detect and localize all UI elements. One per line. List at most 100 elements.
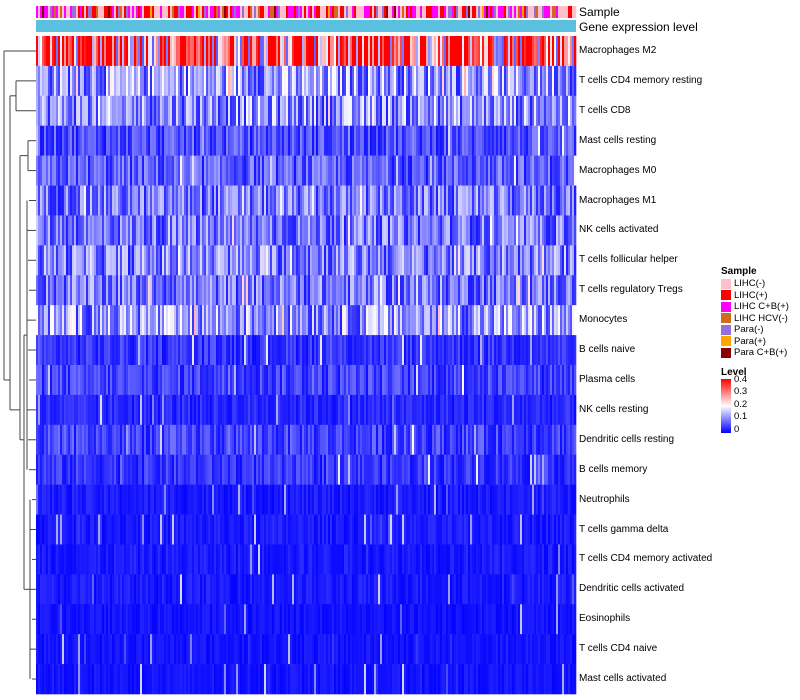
heatmap-cell: [352, 36, 355, 67]
heatmap-cell: [134, 305, 137, 336]
heatmap-cell: [216, 305, 219, 336]
heatmap-cell: [202, 125, 205, 156]
heatmap-cell: [396, 245, 399, 276]
heatmap-cell: [422, 65, 425, 97]
heatmap-cell: [406, 484, 409, 515]
heatmap-cell: [182, 394, 185, 426]
heatmap-cell: [492, 245, 495, 276]
heatmap-cell: [568, 185, 571, 216]
heatmap-cell: [180, 484, 183, 515]
heatmap-cell: [364, 215, 367, 246]
heatmap-cell: [332, 514, 335, 545]
heatmap-cell: [304, 245, 307, 276]
heatmap-cell: [510, 245, 513, 276]
heatmap-cell: [270, 155, 273, 186]
heatmap-cell: [496, 215, 499, 246]
heatmap-cell: [216, 65, 219, 97]
heatmap-cell: [410, 245, 413, 276]
heatmap-cell: [564, 365, 567, 396]
heatmap-cell: [516, 424, 519, 456]
heatmap-cell: [156, 155, 159, 186]
heatmap-cell: [542, 454, 545, 485]
heatmap-cell: [448, 484, 451, 515]
heatmap-cell: [134, 36, 137, 67]
heatmap-cell: [466, 305, 469, 336]
heatmap-cell: [512, 365, 515, 396]
heatmap-cell: [308, 394, 311, 426]
heatmap-cell: [132, 514, 135, 545]
heatmap-cell: [256, 215, 259, 246]
heatmap-cell: [418, 305, 421, 336]
heatmap-cell: [236, 544, 239, 575]
heatmap-cell: [360, 36, 363, 67]
heatmap-cell: [268, 275, 271, 306]
heatmap-cell: [506, 454, 509, 485]
sample-cell: [522, 6, 525, 18]
heatmap-cell: [58, 305, 61, 336]
heatmap-cell: [274, 544, 277, 575]
heatmap-cell: [342, 245, 345, 276]
heatmap-cell: [438, 335, 441, 366]
heatmap-cell: [530, 484, 533, 515]
heatmap-cell: [424, 65, 427, 97]
heatmap-cell: [262, 335, 265, 366]
heatmap-cell: [424, 275, 427, 306]
sample-cell: [398, 6, 401, 18]
heatmap-cell: [308, 335, 311, 366]
heatmap-cell: [330, 125, 333, 156]
heatmap-cell: [506, 514, 509, 545]
heatmap-cell: [124, 544, 127, 575]
heatmap-cell: [214, 365, 217, 396]
heatmap-cell: [198, 245, 201, 276]
heatmap-cell: [560, 484, 563, 515]
heatmap-cell: [520, 424, 523, 456]
heatmap-cell: [532, 424, 535, 456]
heatmap-cell: [246, 424, 249, 456]
heatmap-cell: [140, 424, 143, 456]
heatmap-cell: [434, 245, 437, 276]
heatmap-cell: [136, 36, 139, 67]
heatmap-cell: [530, 36, 533, 67]
heatmap-cell: [248, 365, 251, 396]
heatmap-cell: [280, 335, 283, 366]
heatmap-cell: [340, 424, 343, 456]
heatmap-cell: [516, 454, 519, 485]
heatmap-cell: [86, 95, 89, 127]
heatmap-cell: [562, 454, 565, 485]
heatmap-cell: [322, 394, 325, 426]
heatmap-cell: [466, 454, 469, 485]
heatmap-cell: [252, 305, 255, 336]
heatmap-cell: [344, 125, 347, 156]
heatmap-cell: [60, 365, 63, 396]
heatmap-cell: [262, 185, 265, 216]
heatmap-cell: [180, 365, 183, 396]
heatmap-cell: [522, 125, 525, 156]
heatmap-cell: [142, 125, 145, 156]
heatmap-cell: [126, 185, 129, 216]
heatmap-cell: [336, 394, 339, 426]
heatmap-cell: [484, 95, 487, 127]
heatmap-cell: [454, 185, 457, 216]
heatmap-cell: [426, 484, 429, 515]
heatmap-cell: [292, 65, 295, 97]
heatmap-cell: [42, 185, 45, 216]
heatmap-cell: [60, 245, 63, 276]
heatmap-cell: [574, 275, 577, 306]
heatmap-cell: [170, 65, 173, 97]
heatmap-cell: [532, 394, 535, 426]
heatmap-cell: [408, 95, 411, 127]
heatmap-cell: [558, 335, 561, 366]
heatmap-cell: [94, 514, 97, 545]
heatmap-cell: [310, 36, 313, 67]
heatmap-cell: [298, 394, 301, 426]
heatmap-cell: [234, 305, 237, 336]
heatmap-cell: [392, 394, 395, 426]
heatmap-cell: [264, 335, 267, 366]
heatmap-cell: [96, 544, 99, 575]
heatmap-cell: [426, 365, 429, 396]
heatmap-cell: [212, 544, 215, 575]
heatmap-cell: [60, 125, 63, 156]
sample-cell: [246, 6, 249, 18]
heatmap-cell: [490, 215, 493, 246]
heatmap-cell: [76, 215, 79, 246]
